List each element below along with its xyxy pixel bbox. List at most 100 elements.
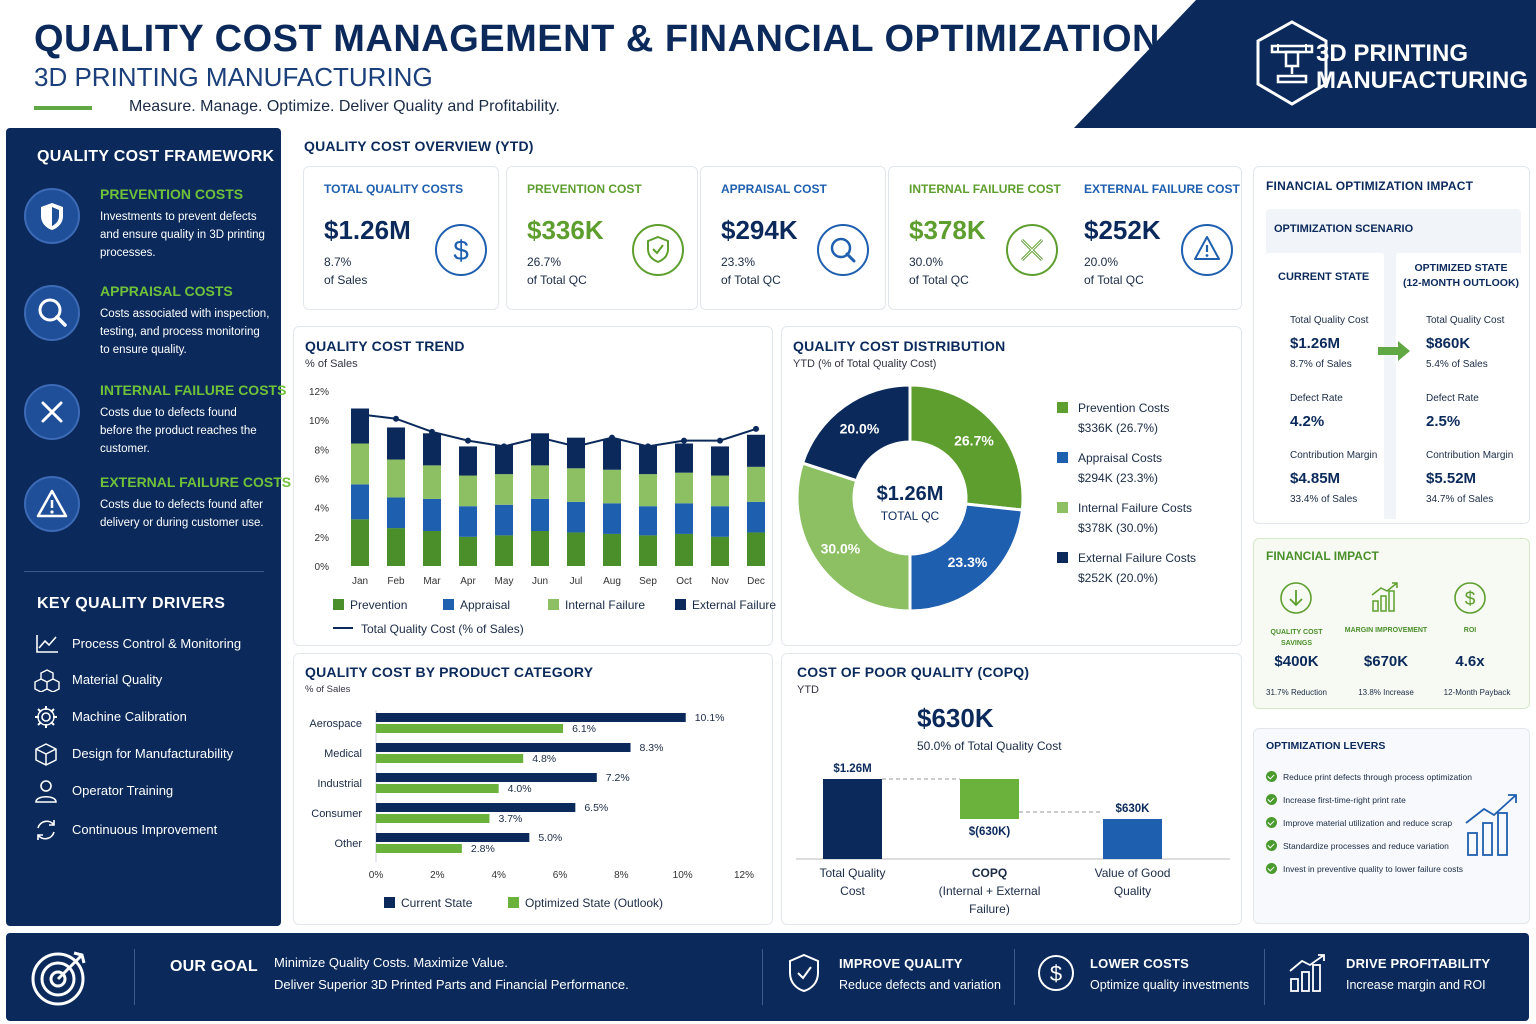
trend-bar-external: [351, 408, 369, 444]
goal-line2: Deliver Superior 3D Printed Parts and Fi…: [274, 977, 629, 992]
donut-slice: [795, 461, 912, 613]
trend-line-point: [753, 425, 759, 432]
metric-label: Total Quality Cost: [1290, 315, 1369, 326]
legend-appraisal: Appraisal: [443, 598, 510, 612]
x-tick-label: Sep: [639, 576, 657, 587]
metric-optimized-value: $5.52M: [1426, 470, 1477, 487]
pillar-desc: Optimize quality investments: [1090, 978, 1250, 992]
donut-legend-name: External Failure Costs: [1078, 551, 1197, 565]
trend-bar-external: [459, 446, 477, 476]
trend-bar-segment: [603, 533, 621, 566]
trend-bar-segment: [675, 472, 693, 504]
driver-material-quality: Material Quality: [34, 668, 274, 692]
category-chart: 0% 2% 4% 6% 8% 10% 12% Aerospace 10.1% 6.1% Medica…: [309, 710, 754, 881]
trend-bar-external: [387, 427, 405, 460]
donut-slice: [800, 383, 912, 483]
trend-bar-segment: [459, 475, 477, 507]
category-bar-label: 4.0%: [508, 783, 532, 795]
trend-bar-segment: [531, 498, 549, 531]
kpi-total: TOTAL QUALITY COSTS $1.26M 8.7% of Sales…: [303, 166, 499, 310]
gear-icon: [35, 706, 57, 728]
metric-optimized-sub: 34.7% of Sales: [1426, 494, 1494, 505]
copq-value: $630K: [917, 703, 994, 733]
levers-card: OPTIMIZATION LEVERS Reduce print defects…: [1253, 728, 1530, 924]
scenario-panel: OPTIMIZATION SCENARIO CURRENT STATE OPTI…: [1266, 209, 1521, 521]
trend-bar-segment: [639, 474, 657, 507]
impact-note-savings: 31.7% Reduction: [1266, 688, 1327, 697]
trend-line-point: [717, 437, 723, 444]
category-bar-label: 8.3%: [640, 742, 664, 754]
legend-swatch: [1057, 402, 1068, 413]
category-bar: [376, 814, 490, 823]
trend-title: QUALITY COST TREND: [305, 338, 465, 354]
x-tick-label: Aug: [603, 576, 621, 587]
trend-bar-segment: [567, 468, 585, 502]
donut-slice-label: 23.3%: [948, 554, 988, 570]
trend-bar-segment: [639, 535, 657, 566]
pillar-desc: Reduce defects and variation: [839, 978, 1001, 992]
copq-waterfall: $1.26M Total Quality Cost $(630K) COPQ (Inter…: [796, 763, 1230, 916]
donut-legend-item: Appraisal Costs $294K (23.3%): [1057, 448, 1162, 488]
y-tick-label: 0%: [315, 562, 330, 573]
x-tick-label: Mar: [423, 576, 441, 587]
trend-line-point: [537, 434, 543, 441]
impact-label-roi: ROI: [1463, 627, 1477, 634]
donut-slice-label: 30.0%: [821, 541, 861, 557]
trend-bar-segment: [747, 532, 765, 566]
trend-bar-segment: [495, 474, 513, 505]
lever-item: Improve material utilization and reduce …: [1266, 817, 1452, 831]
dollar-icon: $: [1038, 955, 1074, 991]
category-bar: [376, 773, 597, 782]
page-title: QUALITY COST MANAGEMENT & FINANCIAL OPTI…: [34, 18, 1160, 60]
donut-legend-detail: $336K (26.7%): [1078, 421, 1159, 435]
header-badge-text: 3D PRINTING MANUFACTURING: [1316, 40, 1528, 94]
donut-legend-detail: $252K (20.0%): [1078, 571, 1159, 585]
x-tick-label: Apr: [460, 576, 476, 587]
donut-legend-name: Prevention Costs: [1078, 401, 1170, 415]
category-bar: [376, 784, 499, 793]
driver-continuous-improvement: Continuous Improvement: [34, 818, 274, 842]
arrow-right-icon: [1378, 341, 1410, 361]
waterfall-value-label: $(630K): [969, 826, 1011, 838]
legend-swatch: [1057, 452, 1068, 463]
x-icon: [1006, 224, 1058, 276]
donut-legend-item: External Failure Costs $252K (20.0%): [1057, 548, 1196, 588]
impact-note-margin: 13.8% Increase: [1358, 688, 1414, 697]
trend-bar-external: [603, 439, 621, 470]
trend-bar-segment: [351, 484, 369, 520]
metric-label: Defect Rate: [1426, 393, 1479, 404]
kpi-external-failure: EXTERNAL FAILURE COST $252K 20.0% of Tot…: [1084, 182, 1240, 287]
donut-slice-label: 20.0%: [840, 420, 880, 436]
trend-line-point: [609, 434, 615, 441]
shield-icon: [24, 188, 80, 244]
metric-current-value: $4.85M: [1290, 470, 1341, 487]
x-tick-label: Dec: [747, 576, 765, 587]
kpi-failure-group: INTERNAL FAILURE COST $378K 30.0% of Tot…: [888, 166, 1242, 310]
donut-center-value: $1.26M: [877, 483, 944, 505]
x-tick-label: Jul: [570, 576, 583, 587]
trend-bar-external: [495, 444, 513, 475]
trend-bar-segment: [711, 506, 729, 537]
category-bar: [376, 754, 524, 763]
trend-chart: 0% 2% 4% 6% 8% 10% 12% Jan Feb Mar Apr May Jun Jul Aug…: [309, 387, 765, 587]
donut-slice: [908, 383, 1025, 512]
kpi-prevention: PREVENTION COST $336K 26.7% of Total QC: [506, 166, 698, 310]
category-bar-label: 7.2%: [606, 772, 630, 784]
trend-bar-segment: [387, 459, 405, 498]
lever-item: Increase first-time-right print rate: [1266, 794, 1406, 808]
trend-bar-segment: [711, 475, 729, 507]
goal-title: OUR GOAL: [170, 958, 258, 975]
waterfall-bar: [823, 779, 882, 859]
y-tick-label: 6%: [315, 475, 330, 486]
legend-optimized-state: Optimized State (Outlook): [508, 896, 663, 910]
page-subtitle: 3D PRINTING MANUFACTURING: [34, 62, 433, 92]
donut-slice: [908, 502, 1025, 613]
title-underline: [34, 106, 92, 110]
lever-item: Invest in preventive quality to lower fa…: [1266, 863, 1463, 877]
lever-item: Reduce print defects through process opt…: [1266, 771, 1472, 785]
trend-bar-segment: [459, 536, 477, 566]
levers-title: OPTIMIZATION LEVERS: [1266, 740, 1386, 752]
x-tick-label: 10%: [673, 870, 693, 881]
donut-legend-name: Appraisal Costs: [1078, 451, 1163, 465]
header-badge: [1074, 0, 1536, 128]
